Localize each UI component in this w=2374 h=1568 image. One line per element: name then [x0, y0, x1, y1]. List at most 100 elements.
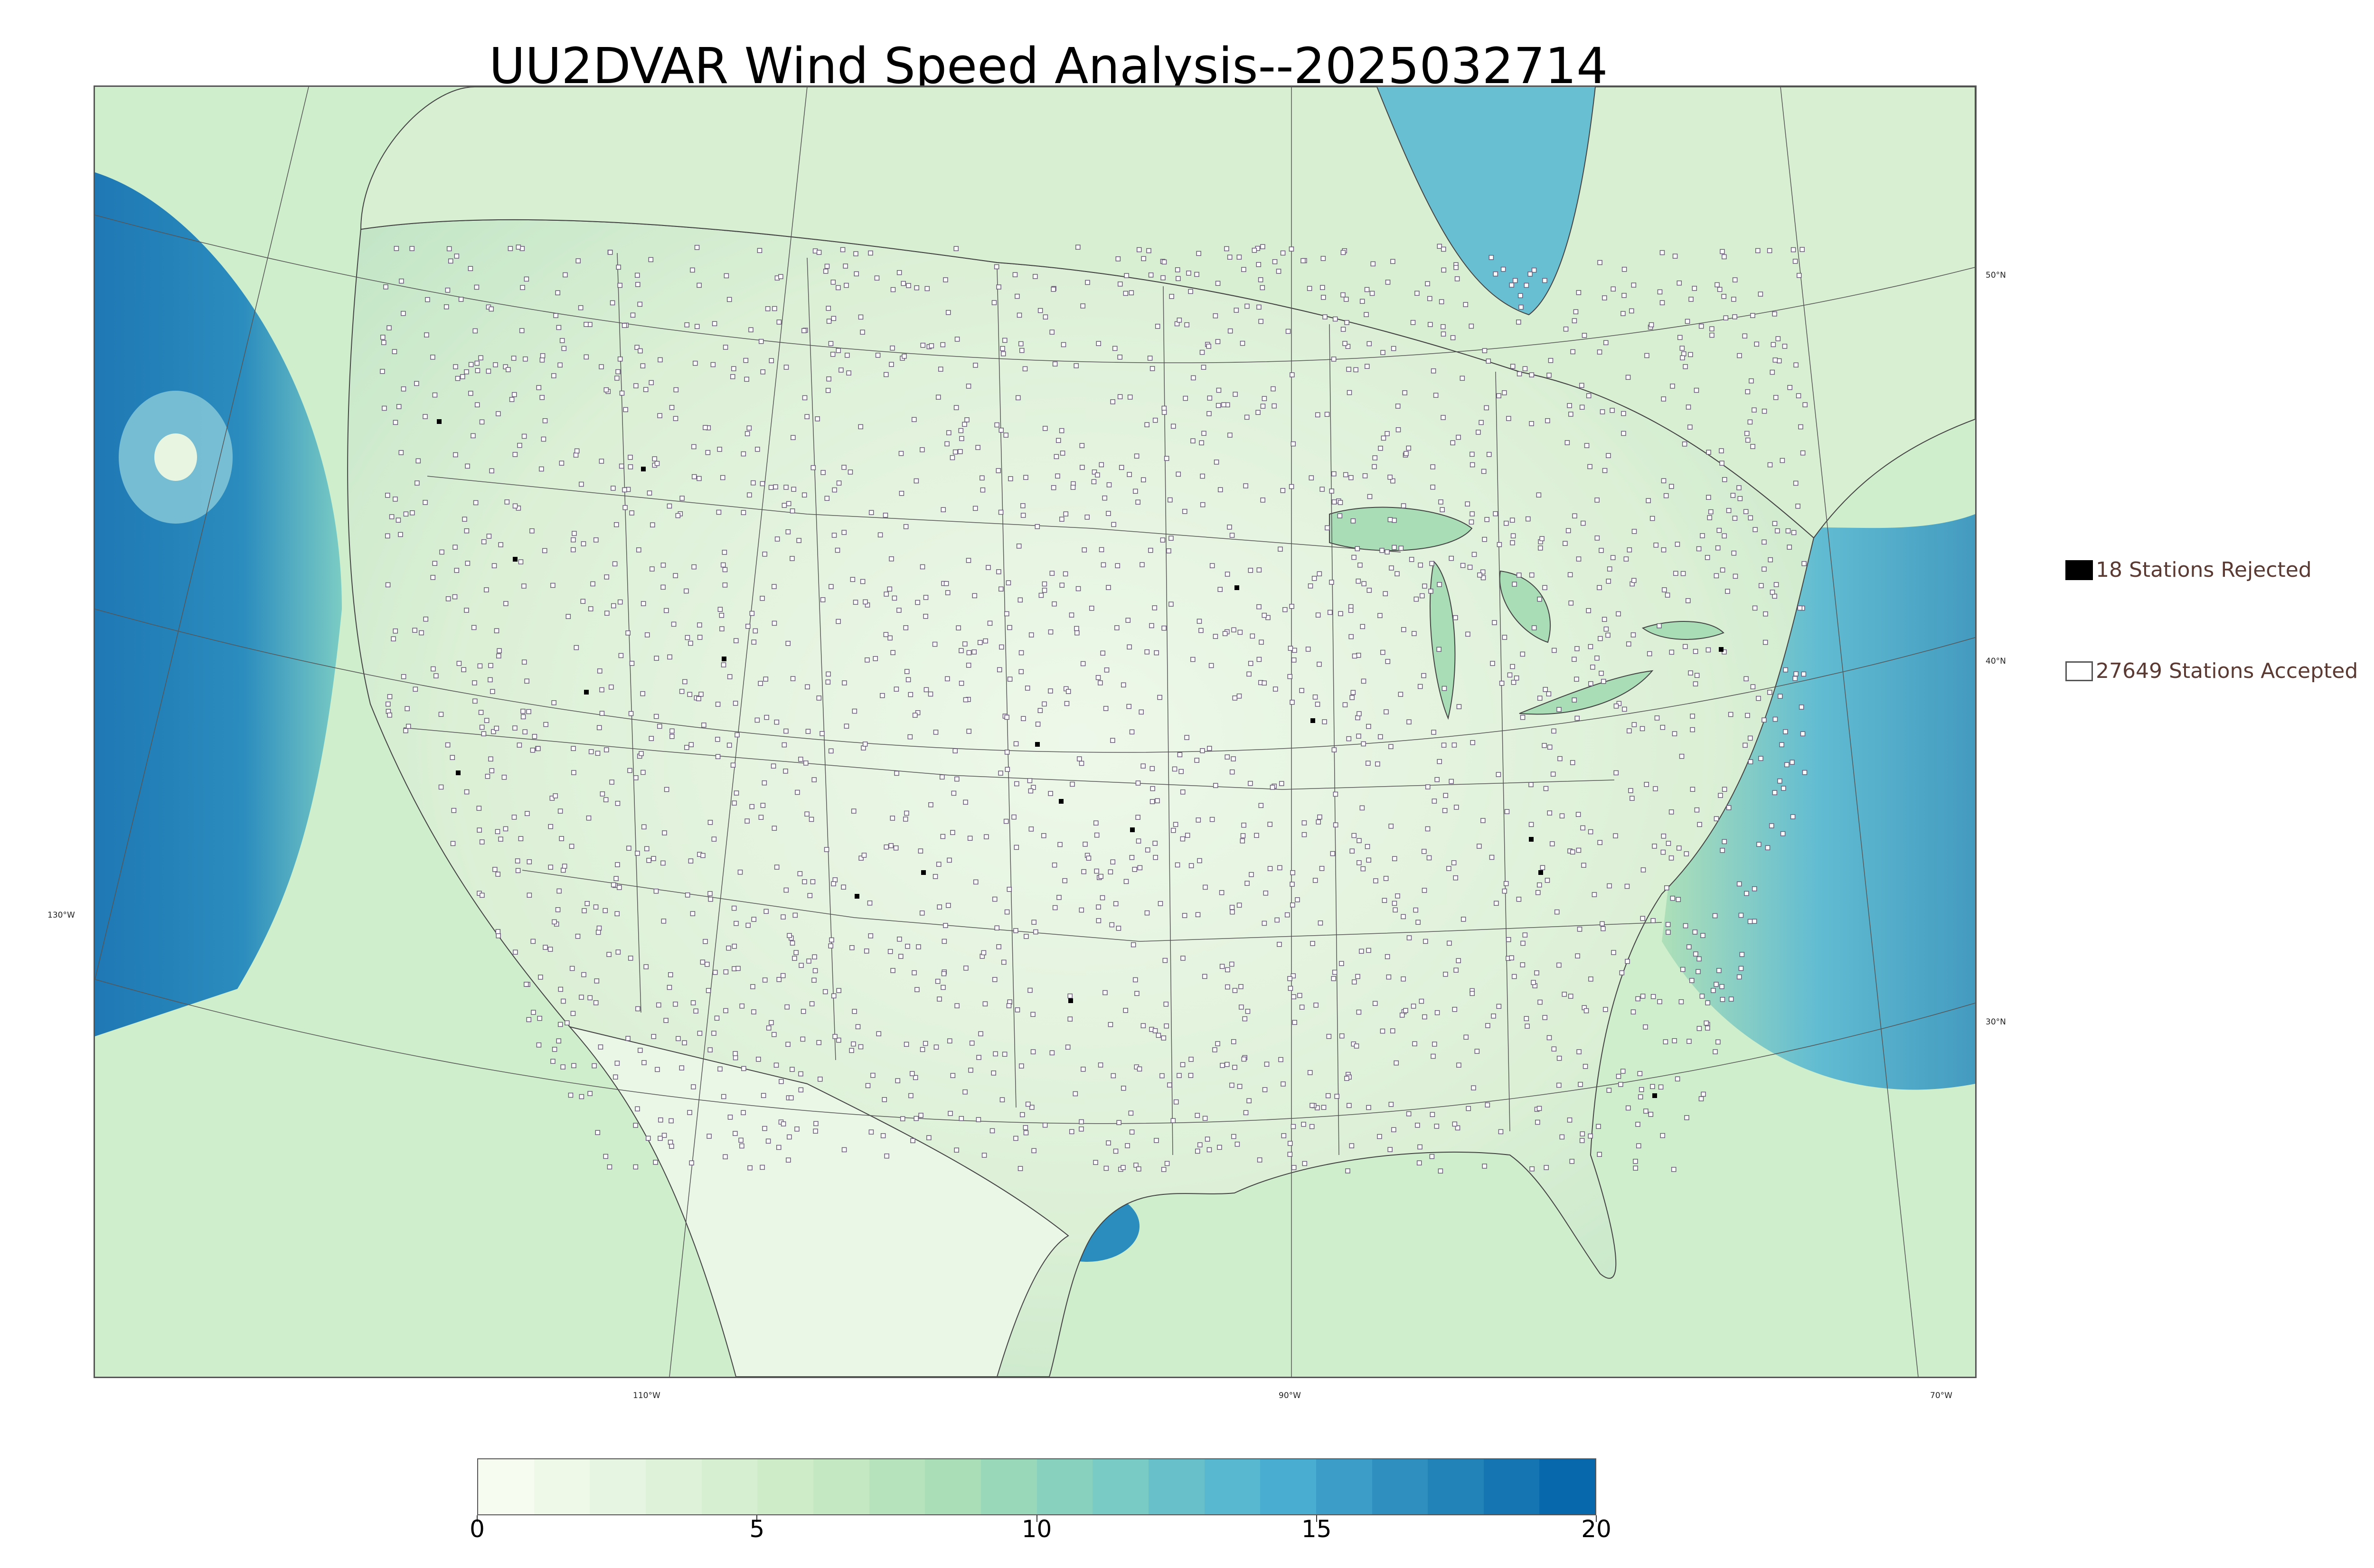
accepted-station-marker — [693, 1008, 698, 1014]
accepted-station-marker — [1600, 921, 1605, 927]
accepted-station-marker — [1413, 907, 1418, 913]
accepted-station-marker — [1154, 1138, 1159, 1143]
accepted-station-marker — [1188, 863, 1194, 868]
accepted-station-marker — [1802, 770, 1808, 775]
mexico-landmass — [568, 1026, 1069, 1377]
accepted-station-marker — [798, 1071, 803, 1077]
accepted-station-marker — [1101, 562, 1106, 568]
accepted-station-marker — [1392, 856, 1397, 862]
accepted-station-marker — [1243, 483, 1248, 488]
colorbar-tick — [477, 1515, 478, 1522]
accepted-station-marker — [1319, 487, 1325, 492]
accepted-station-marker — [599, 687, 604, 693]
accepted-station-marker — [1652, 844, 1657, 849]
accepted-station-marker — [1288, 986, 1293, 991]
accepted-station-marker — [884, 1153, 889, 1159]
accepted-station-marker — [1658, 1084, 1664, 1090]
accepted-station-marker — [1057, 842, 1063, 847]
accepted-station-marker — [1756, 695, 1761, 701]
accepted-station-marker — [1404, 451, 1409, 456]
accepted-station-marker — [1079, 907, 1084, 913]
accepted-station-marker — [676, 1036, 681, 1042]
accepted-station-marker — [1599, 548, 1604, 553]
accepted-station-marker — [1640, 867, 1646, 873]
accepted-station-marker — [479, 839, 485, 845]
accepted-station-marker — [635, 1106, 640, 1112]
accepted-station-marker — [1217, 487, 1223, 492]
accepted-station-marker — [1616, 701, 1622, 706]
accepted-station-marker — [1042, 426, 1048, 431]
accepted-station-marker — [1005, 767, 1010, 772]
accepted-station-marker — [1633, 1159, 1638, 1164]
accepted-station-marker — [1708, 509, 1714, 515]
accepted-station-marker — [835, 547, 840, 553]
accepted-station-marker — [1168, 535, 1174, 541]
accepted-station-marker — [836, 348, 841, 353]
accepted-station-marker — [1260, 285, 1265, 291]
accepted-station-marker — [1219, 890, 1225, 895]
accepted-station-marker — [1638, 1094, 1643, 1099]
accepted-station-marker — [1437, 244, 1442, 249]
accepted-station-marker — [512, 725, 518, 731]
accepted-station-marker — [511, 815, 517, 820]
accepted-station-marker — [1015, 293, 1020, 299]
accepted-station-marker — [1796, 393, 1801, 398]
accepted-station-marker — [1234, 308, 1239, 313]
accepted-station-marker — [849, 945, 855, 950]
accepted-station-marker — [679, 496, 685, 501]
accepted-station-marker — [849, 1048, 854, 1053]
accepted-station-marker — [1117, 354, 1122, 360]
accepted-station-marker — [1121, 1165, 1126, 1170]
accepted-station-marker — [720, 562, 726, 568]
accepted-station-marker — [1749, 378, 1754, 384]
accepted-station-marker — [445, 742, 451, 748]
accepted-station-marker — [953, 246, 959, 251]
accepted-station-marker — [1236, 254, 1242, 260]
accepted-station-marker — [1366, 948, 1371, 953]
accepted-station-marker — [628, 956, 633, 961]
accepted-station-marker — [863, 599, 868, 605]
accepted-station-marker — [1240, 833, 1246, 838]
accepted-station-marker — [640, 691, 645, 696]
accepted-station-marker — [1220, 1062, 1225, 1068]
accepted-station-marker — [1002, 1052, 1008, 1057]
accepted-station-marker — [822, 989, 828, 995]
accepted-station-marker — [1575, 953, 1580, 958]
rejected-station-marker — [584, 690, 589, 695]
accepted-station-marker — [1701, 1091, 1706, 1097]
accepted-station-marker — [1630, 1009, 1636, 1014]
accepted-station-marker — [1004, 909, 1010, 915]
accepted-station-marker — [423, 500, 428, 505]
accepted-station-marker — [1115, 563, 1121, 568]
accepted-station-marker — [1415, 1123, 1420, 1128]
accepted-station-marker — [1048, 791, 1053, 796]
accepted-station-marker — [1610, 408, 1615, 413]
accepted-station-marker — [1406, 935, 1412, 940]
accepted-station-marker — [1004, 714, 1009, 720]
accepted-station-marker — [668, 1139, 673, 1145]
accepted-station-marker — [774, 536, 780, 542]
accepted-station-marker — [796, 538, 801, 543]
accepted-station-marker — [1736, 974, 1742, 980]
accepted-station-marker — [1377, 1134, 1382, 1139]
accepted-station-marker — [1772, 521, 1778, 526]
accepted-station-marker — [1613, 704, 1619, 709]
accepted-station-marker — [1567, 572, 1573, 577]
accepted-station-marker — [1771, 342, 1776, 347]
accepted-station-marker — [1291, 1124, 1296, 1129]
rejected-station-marker — [1652, 1093, 1657, 1098]
accepted-station-marker — [1705, 555, 1710, 560]
accepted-station-marker — [1688, 297, 1694, 302]
accepted-station-marker — [592, 1063, 597, 1069]
accepted-station-marker — [1452, 1006, 1458, 1012]
accepted-station-marker — [1042, 1122, 1048, 1128]
accepted-station-marker — [1672, 254, 1678, 259]
accepted-station-marker — [593, 904, 599, 910]
accepted-station-marker — [1366, 341, 1372, 347]
accepted-station-marker — [1225, 967, 1230, 973]
accepted-station-marker — [844, 723, 849, 729]
accepted-station-marker — [980, 487, 986, 493]
accepted-station-marker — [1149, 366, 1155, 371]
accepted-station-marker — [575, 933, 581, 939]
accepted-station-marker — [832, 1034, 838, 1039]
